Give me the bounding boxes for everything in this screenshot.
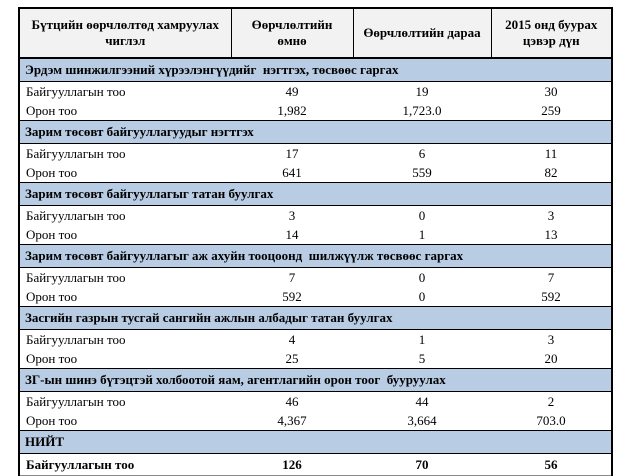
section-header-row: Зарим төсөвт байгууллагыг татан буулгах (19, 182, 612, 206)
value-net: 592 (541, 288, 561, 304)
value-net: 259 (541, 102, 561, 118)
section-header-row: Засгийн газрын тусгай сангийн ажлын алба… (19, 306, 612, 330)
table-row: Байгууллагын тоо 17 6 11 (19, 144, 612, 164)
value-net: 7 (547, 269, 555, 285)
table-row: Байгууллагын тоо 46 44 2 (19, 392, 612, 412)
value-before: 641 (282, 164, 302, 180)
section-header-row: Зарим төсөвт байгууллагуудыг нэгтгэх (19, 120, 612, 144)
value-after: 5 (418, 350, 426, 366)
value-after: 70 (353, 453, 491, 476)
value-before: 7 (288, 269, 296, 285)
table-row: Орон тоо 25 5 20 (19, 349, 612, 369)
table-row: Орон тоо 14 1 13 (19, 225, 612, 245)
value-net: 20 (544, 350, 558, 366)
value-before: 1,982 (277, 102, 307, 118)
row-label: Байгууллагын тоо (19, 453, 231, 476)
section-title: Засгийн газрын тусгай сангийн ажлын алба… (19, 306, 612, 330)
row-label: Байгууллагын тоо (26, 393, 126, 409)
value-after: 6 (418, 145, 426, 161)
row-label: Байгууллагын тоо (26, 269, 126, 285)
table-row: Орон тоо 1,982 1,723.0 259 (19, 101, 612, 121)
value-after: 1 (418, 226, 426, 242)
value-net: 11 (544, 145, 558, 161)
value-after: 1,723.0 (402, 102, 442, 118)
table-row: Байгууллагын тоо 4 1 3 (19, 330, 612, 350)
value-after: 19 (415, 83, 429, 99)
row-label: Орон тоо (26, 226, 78, 242)
value-before: 126 (231, 453, 353, 476)
value-after: 44 (415, 393, 429, 409)
table-row: Орон тоо 641 559 82 (19, 163, 612, 183)
row-label: Байгууллагын тоо (26, 145, 126, 161)
value-net: 2 (547, 393, 555, 409)
value-before: 592 (282, 288, 302, 304)
section-header-row: ЗГ-ын шинэ бүтэцтэй холбоотой яам, агент… (19, 368, 612, 392)
value-net: 13 (544, 226, 558, 242)
value-after: 1 (418, 331, 426, 347)
restructuring-summary-table: Бүтцийн өөрчлөлтөд хамруулах чиглэл Өөрч… (18, 7, 613, 476)
value-net: 82 (544, 164, 558, 180)
row-label: Байгууллагын тоо (26, 83, 126, 99)
section-title: Эрдэм шинжилгээний хүрээлэнгүүдийг нэгтг… (19, 57, 612, 82)
row-label: Орон тоо (26, 412, 78, 428)
value-before: 17 (285, 145, 299, 161)
value-before: 49 (285, 83, 299, 99)
value-after: 0 (418, 288, 426, 304)
value-after: 3,664 (407, 412, 437, 428)
table-row: Байгууллагын тоо 49 19 30 (19, 82, 612, 102)
table-row: Байгууллагын тоо 7 0 7 (19, 268, 612, 288)
total-row: Байгууллагын тоо 126 70 56 (19, 453, 612, 476)
value-net: 3 (547, 207, 555, 223)
table-row: Байгууллагын тоо 3 0 3 (19, 206, 612, 226)
section-title: ЗГ-ын шинэ бүтэцтэй холбоотой яам, агент… (19, 368, 612, 392)
value-net: 3 (547, 331, 555, 347)
value-before: 14 (285, 226, 299, 242)
row-label: Орон тоо (26, 350, 78, 366)
column-header-after: Өөрчлөлтийн дараа (352, 8, 492, 59)
total-section-title: НИЙТ (19, 430, 612, 454)
value-before: 4 (288, 331, 296, 347)
value-net: 30 (544, 83, 558, 99)
value-before: 25 (285, 350, 299, 366)
row-label: Байгууллагын тоо (26, 207, 126, 223)
value-after: 559 (412, 164, 432, 180)
row-label: Орон тоо (26, 102, 78, 118)
column-header-net-2015: 2015 онд буурах цэвэр дүн (490, 8, 613, 59)
section-title: Зарим төсөвт байгууллагыг аж ахуйн тооцо… (19, 244, 612, 268)
table-row: Орон тоо 4,367 3,664 703.0 (19, 411, 612, 431)
column-header-direction: Бүтцийн өөрчлөлтөд хамруулах чиглэл (18, 8, 232, 59)
value-before: 3 (288, 207, 296, 223)
value-before: 4,367 (277, 412, 307, 428)
value-after: 0 (418, 269, 426, 285)
column-header-before: Өөрчлөлтийн өмнө (230, 8, 354, 59)
section-header-row: Эрдэм шинжилгээний хүрээлэнгүүдийг нэгтг… (19, 57, 612, 82)
section-title: Зарим төсөвт байгууллагыг татан буулгах (19, 182, 612, 206)
section-header-row: Зарим төсөвт байгууллагыг аж ахуйн тооцо… (19, 244, 612, 268)
value-net: 56 (491, 453, 612, 476)
value-before: 46 (285, 393, 299, 409)
value-net: 703.0 (536, 412, 566, 428)
section-title: Зарим төсөвт байгууллагуудыг нэгтгэх (19, 120, 612, 144)
value-after: 0 (418, 207, 426, 223)
row-label: Байгууллагын тоо (26, 331, 126, 347)
table-header-row: Бүтцийн өөрчлөлтөд хамруулах чиглэл Өөрч… (18, 8, 613, 59)
total-section-header-row: НИЙТ (19, 430, 612, 454)
row-label: Орон тоо (26, 164, 78, 180)
row-label: Орон тоо (26, 288, 78, 304)
table-row: Орон тоо 592 0 592 (19, 287, 612, 307)
